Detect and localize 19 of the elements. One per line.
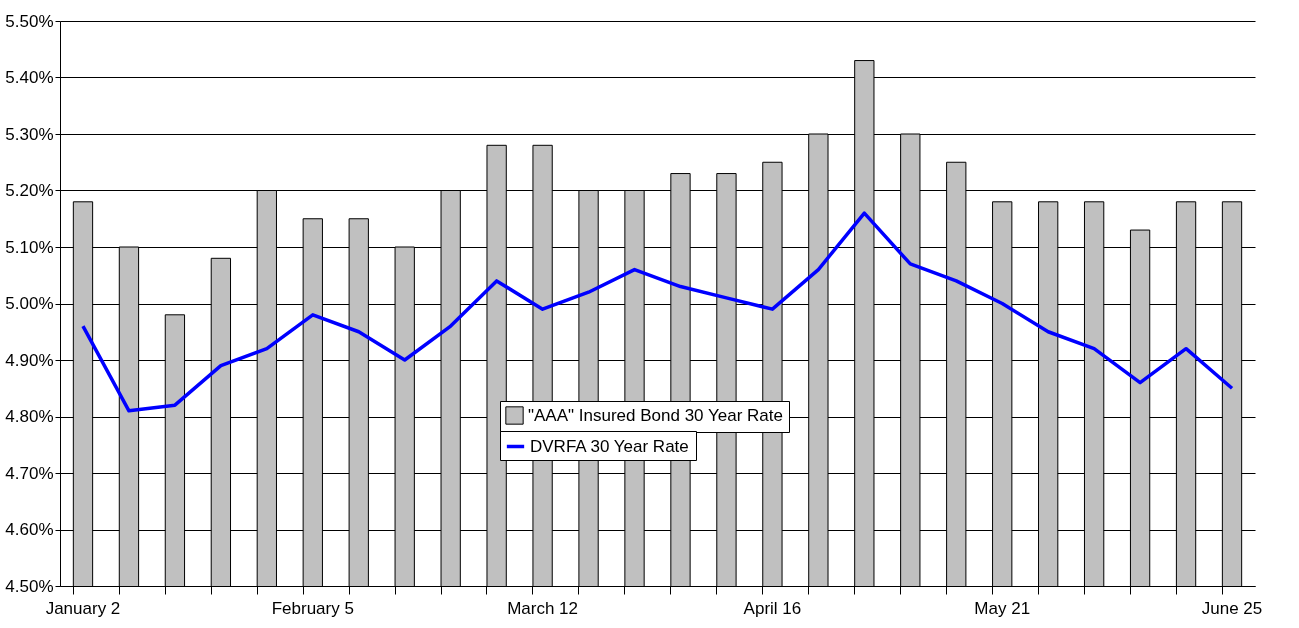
y-tick-label: 5.40% (5, 68, 54, 87)
y-tick-label: 4.60% (5, 520, 54, 539)
x-tick-label: May 21 (974, 598, 1031, 618)
y-tick-label: 4.90% (5, 350, 54, 370)
y-tick-label: 5.30% (5, 124, 54, 144)
x-tick-label: April 16 (743, 598, 802, 618)
y-tick-label: 4.70% (5, 463, 54, 483)
x-tick-label: June 25 (1201, 598, 1263, 618)
y-tick-label: 5.00% (5, 294, 54, 313)
x-tick-label: March 12 (507, 598, 579, 618)
y-tick-label: 5.10% (5, 237, 54, 257)
x-tick-label: January 2 (45, 598, 121, 618)
legend-label: DVRFA 30 Year Rate (530, 436, 689, 456)
y-tick-label: 5.20% (5, 181, 54, 200)
x-tick-label: February 5 (271, 598, 354, 618)
y-tick-label: 5.50% (5, 11, 54, 31)
legend-label: "AAA" Insured Bond 30 Year Rate (528, 405, 783, 425)
y-tick-label: 4.80% (5, 407, 54, 426)
y-tick-label: 4.50% (5, 576, 54, 596)
